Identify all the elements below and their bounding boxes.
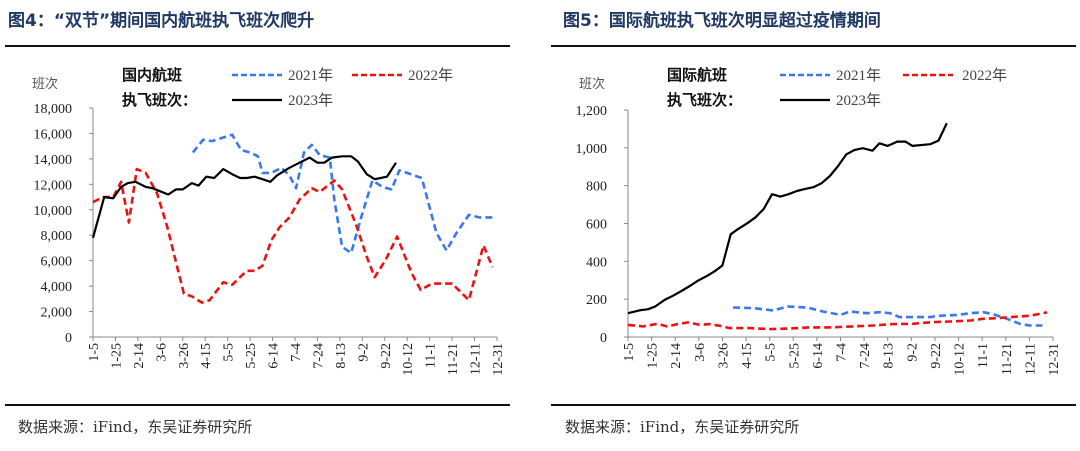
y-tick-label: 1,000: [576, 142, 608, 157]
y-axis-title: 班次: [32, 76, 58, 92]
panel-fig4: 图4：“双节”期间国内航班执飞班次爬升 数据来源：iFind，东吴证券研究所 0…: [5, 10, 510, 436]
x-tick-label: 1-25: [109, 343, 124, 369]
y-tick-label: 4,000: [41, 280, 73, 295]
legend: 国际航班执飞班次： 2021年 2022年 2023年: [667, 66, 1007, 109]
x-tick-label: 10-12: [401, 343, 416, 376]
legend-title-line2: 执飞班次：: [122, 91, 197, 109]
legend-title-line1: 国际航班: [667, 66, 727, 84]
y-tick-label: 600: [586, 218, 607, 233]
y-tick-label: 14,000: [34, 153, 73, 168]
series-line-2021: [733, 305, 1043, 327]
source-note: 数据来源：iFind，东吴证券研究所: [565, 418, 799, 436]
x-tick-label: 3-26: [177, 343, 192, 369]
x-tick-label: 5-5: [222, 343, 237, 362]
x-tick-label: 7-4: [835, 343, 850, 362]
y-tick-label: 0: [65, 331, 72, 346]
x-tick-label: 9-2: [905, 343, 920, 362]
x-tick-label: 7-4: [289, 343, 304, 362]
x-tick-label: 1-5: [622, 343, 637, 362]
legend-title-line1: 国内航班: [122, 66, 182, 84]
x-tick-label: 3-6: [693, 343, 708, 362]
x-tick-label: 2-14: [669, 343, 684, 369]
x-tick-label: 11-21: [446, 343, 461, 375]
x-tick-label: 6-14: [811, 343, 826, 369]
series-line-2022: [92, 167, 494, 304]
legend-label: 2022年: [962, 67, 1007, 84]
y-tick-label: 200: [586, 293, 607, 308]
x-tick-label: 12-11: [469, 343, 484, 375]
legend-label: 2021年: [836, 67, 881, 84]
series-line-2021: [191, 133, 493, 255]
x-tick-label: 11-1: [424, 343, 439, 368]
x-tick-label: 9-22: [379, 343, 394, 369]
x-tick-label: 7-24: [311, 343, 326, 369]
y-tick-label: 1,200: [576, 104, 608, 119]
chart-fig5: 0 200 400 600 800 1,000 1,200 班次 1-5 1-25 2-14 3-6 3…: [576, 66, 1063, 376]
legend-label: 2021年: [288, 67, 333, 84]
x-tick-label: 4-15: [740, 343, 755, 369]
y-tick-label: 18,000: [34, 102, 73, 117]
x-tick-label: 7-24: [858, 343, 873, 369]
legend-label: 2022年: [408, 67, 453, 84]
x-tick-label: 10-12: [953, 343, 968, 376]
panel-fig5: 图5：国际航班执飞班次明显超过疫情期间 数据来源：iFind，东吴证券研究所 0…: [551, 10, 1076, 436]
y-tick-label: 800: [586, 180, 607, 195]
legend-title-line2: 执飞班次：: [667, 91, 742, 109]
x-tick-label: 9-22: [929, 343, 944, 369]
x-tick-label: 4-15: [199, 343, 214, 369]
x-tick-label: 12-31: [1047, 343, 1062, 376]
y-tick-label: 12,000: [34, 178, 73, 193]
x-tick-label: 9-2: [356, 343, 371, 362]
x-tick-label: 11-21: [1000, 343, 1015, 375]
y-tick-label: 16,000: [34, 127, 73, 142]
source-note: 数据来源：iFind，东吴证券研究所: [18, 418, 252, 436]
y-tick-label: 10,000: [34, 204, 73, 219]
y-tick-label: 6,000: [41, 255, 73, 270]
series-line-2023: [627, 122, 948, 315]
x-tick-label: 8-13: [334, 343, 349, 369]
legend: 国内航班执飞班次： 2021年 2022年 2023年: [122, 66, 453, 109]
legend-label: 2023年: [836, 92, 881, 109]
x-tick-label: 6-14: [267, 343, 282, 369]
chart-title: 图4：“双节”期间国内航班执飞班次爬升: [8, 10, 314, 31]
x-tick-label: 8-13: [882, 343, 897, 369]
y-tick-label: 2,000: [41, 306, 73, 321]
x-tick-label: 2-14: [132, 343, 147, 369]
x-tick-label: 12-11: [1023, 343, 1038, 375]
y-tick-label: 8,000: [41, 229, 73, 244]
x-tick-label: 12-31: [491, 343, 506, 376]
x-tick-label: 5-25: [787, 343, 802, 369]
x-tick-label: 1-5: [87, 343, 102, 362]
x-tick-label: 3-6: [154, 343, 169, 362]
series-line-2022: [627, 311, 1048, 331]
x-tick-label: 3-26: [716, 343, 731, 369]
chart-fig4: 0 2,000 4,000 6,000 8,000 10,000 12,000 14,000 1…: [32, 66, 506, 376]
x-tick-label: 5-5: [764, 343, 779, 362]
series-line-2023: [91, 155, 397, 239]
y-axis-title: 班次: [579, 76, 605, 92]
legend-label: 2023年: [288, 92, 333, 109]
y-tick-label: 0: [600, 331, 607, 346]
x-tick-label: 1-25: [646, 343, 661, 369]
x-tick-label: 11-1: [976, 343, 991, 368]
y-tick-label: 400: [586, 255, 607, 270]
x-tick-label: 5-25: [244, 343, 259, 369]
chart-title: 图5：国际航班执飞班次明显超过疫情期间: [563, 10, 881, 31]
